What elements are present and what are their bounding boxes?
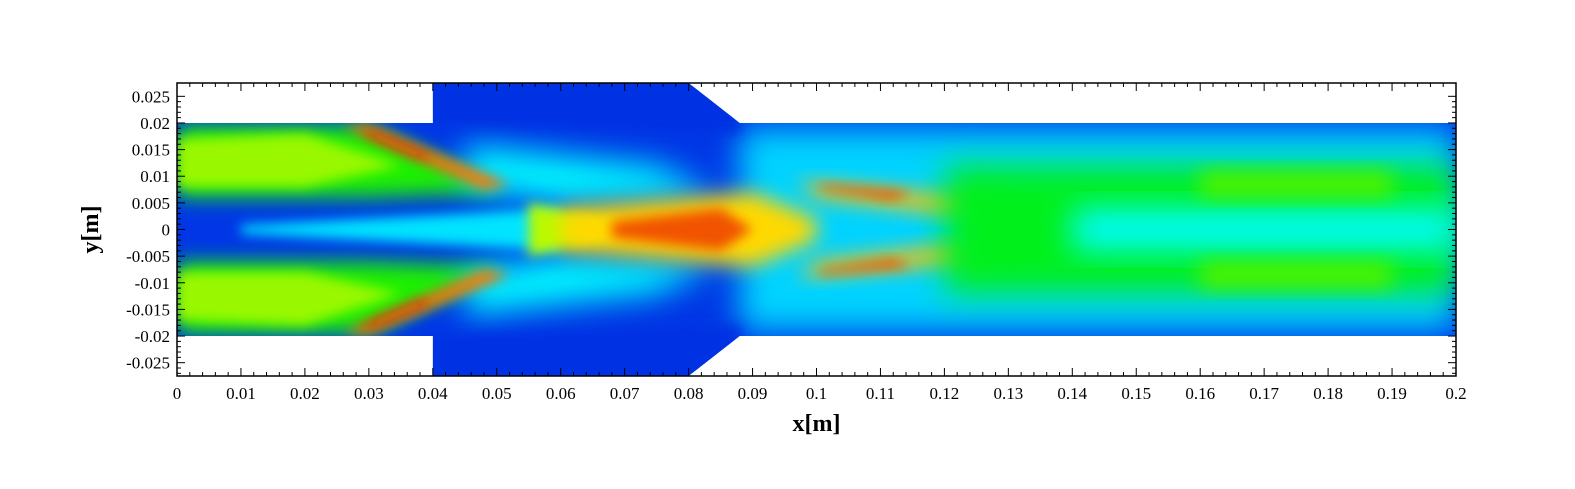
upper-shock-peak xyxy=(356,130,433,158)
lower-stream-core xyxy=(177,272,401,326)
x-tick-label: 0.08 xyxy=(674,384,704,403)
y-tick-label: -0.015 xyxy=(126,300,170,319)
x-tick-label: 0.14 xyxy=(1057,384,1087,403)
x-tick-label: 0.17 xyxy=(1249,384,1279,403)
lower-shock-peak xyxy=(356,301,433,329)
x-tick-label: 0.11 xyxy=(866,384,895,403)
y-tick-label: 0 xyxy=(162,221,171,240)
y-tick-label: -0.025 xyxy=(126,354,170,373)
y-tick-label: -0.02 xyxy=(135,327,170,346)
y-tick-label: 0.015 xyxy=(132,141,170,160)
x-tick-label: 0.03 xyxy=(354,384,384,403)
plot-area xyxy=(176,82,1457,377)
central-hot-core xyxy=(611,208,753,251)
upper-lobe-core xyxy=(816,184,913,201)
y-tick-label: 0.005 xyxy=(132,194,170,213)
x-tick-label: 0.13 xyxy=(993,384,1023,403)
downstream-center xyxy=(1072,208,1456,251)
contour-field xyxy=(177,83,1456,376)
x-tick-label: 0.12 xyxy=(930,384,960,403)
x-tick-label: 0.09 xyxy=(738,384,768,403)
x-tick-label: 0.06 xyxy=(546,384,576,403)
upper-expansion-dark xyxy=(432,83,740,134)
x-tick-label: 0.02 xyxy=(290,384,320,403)
axes: 0 0.01 0.02 0.03 0.04 0.05 0.06 0.07 0.08 0.09 0.1… xyxy=(126,83,1467,403)
upper-expansion-cloud xyxy=(464,144,721,203)
x-tick-label: 0.07 xyxy=(610,384,640,403)
x-tick-label: 0.2 xyxy=(1445,384,1466,403)
lower-expansion-cloud xyxy=(464,256,721,315)
y-tick-label: 0.025 xyxy=(132,87,170,106)
x-axis-title: x[m] xyxy=(793,411,841,437)
upper-stream-core xyxy=(177,133,401,187)
x-tick-label: 0.15 xyxy=(1121,384,1151,403)
core-jet xyxy=(240,208,561,251)
x-tick-label: 0.01 xyxy=(226,384,256,403)
x-tick-label: 0.1 xyxy=(806,384,827,403)
y-tick-label: -0.005 xyxy=(126,247,170,266)
x-tick-label: 0.19 xyxy=(1377,384,1407,403)
y-tick-label: 0.02 xyxy=(140,114,170,133)
x-tick-label: 0.04 xyxy=(418,384,448,403)
lower-downstream-band xyxy=(1200,261,1393,289)
y-tick-label: -0.01 xyxy=(135,274,170,293)
y-axis-title: y[m] xyxy=(78,206,104,254)
y-tick-label: 0.01 xyxy=(140,167,170,186)
x-tick-label: 0 xyxy=(173,384,182,403)
x-tick-label: 0.18 xyxy=(1313,384,1343,403)
x-tick-label: 0.16 xyxy=(1185,384,1215,403)
lower-expansion-dark xyxy=(432,325,740,376)
x-tick-label: 0.05 xyxy=(482,384,512,403)
upper-downstream-band xyxy=(1200,170,1393,198)
lower-lobe-core xyxy=(816,258,913,275)
